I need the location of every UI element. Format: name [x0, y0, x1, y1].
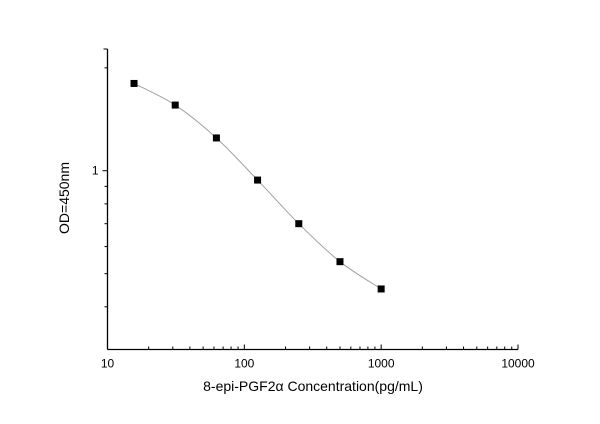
y-tick-label: 1 — [92, 164, 99, 178]
fit-curve — [133, 83, 382, 290]
x-tick-label: 10 — [101, 357, 115, 371]
data-point — [130, 79, 138, 87]
data-point — [254, 176, 262, 184]
data-point — [377, 285, 385, 293]
series-line — [133, 83, 382, 290]
x-tick-label: 100 — [234, 357, 254, 371]
x-tick-label: 10000 — [501, 357, 535, 371]
x-tick-label: 1000 — [368, 357, 395, 371]
data-point — [295, 220, 303, 228]
data-point — [171, 101, 179, 109]
y-axis-label: OD=450nm — [56, 162, 72, 234]
data-points — [130, 79, 385, 293]
axes: 10 100 1000 10000 1 — [92, 48, 535, 371]
x-axis-label: 8-epi-PGF2α Concentration(pg/mL) — [203, 378, 423, 394]
data-point — [336, 258, 344, 266]
data-point — [212, 134, 220, 142]
